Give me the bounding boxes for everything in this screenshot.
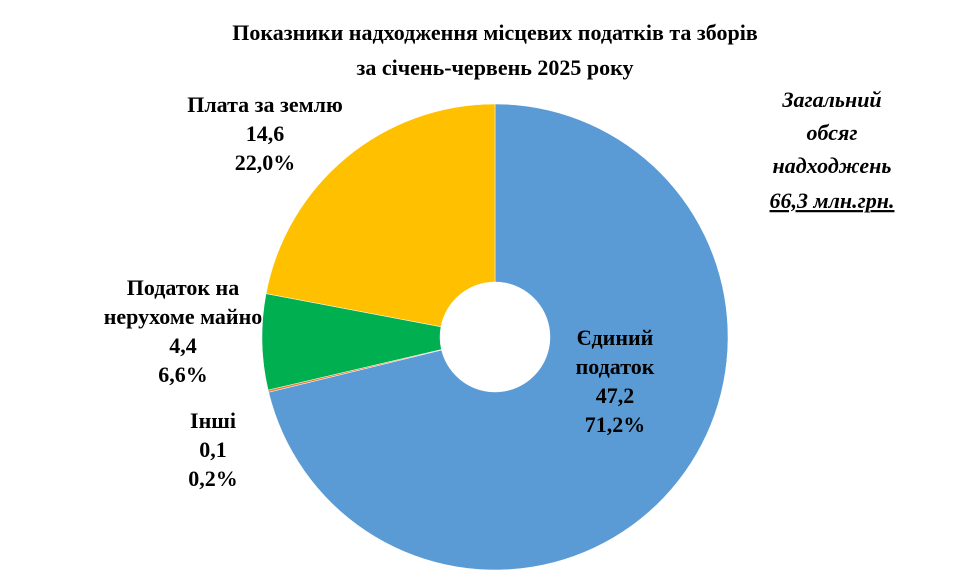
donut-slice [265, 103, 496, 328]
category-label: Єдиний [577, 325, 654, 350]
value-label: 0,1 [199, 437, 227, 462]
percentage-label: 22,0% [235, 150, 296, 175]
category-label: Податок на [127, 275, 239, 300]
value-label: 14,6 [246, 121, 285, 146]
value-label: 47,2 [596, 383, 635, 408]
category-label: Плата за землю [187, 92, 343, 117]
percentage-label: 6,6% [158, 362, 208, 387]
category-label: податок [576, 354, 655, 379]
annotation: обсяг [807, 120, 858, 145]
donut-slice [268, 103, 729, 571]
chart-title: за січень-червень 2025 року [357, 55, 634, 80]
annotation: Загальний [781, 87, 881, 112]
chart-title: Показники надходження місцевих податків … [232, 20, 758, 45]
value-label: 4,4 [169, 333, 197, 358]
annotation: надходжень [773, 153, 892, 178]
category-label: Інші [190, 408, 236, 433]
percentage-label: 0,2% [188, 466, 238, 491]
category-label: нерухоме майно [104, 304, 263, 329]
annotation: 66,3 млн.грн. [770, 188, 895, 213]
percentage-label: 71,2% [585, 412, 646, 437]
